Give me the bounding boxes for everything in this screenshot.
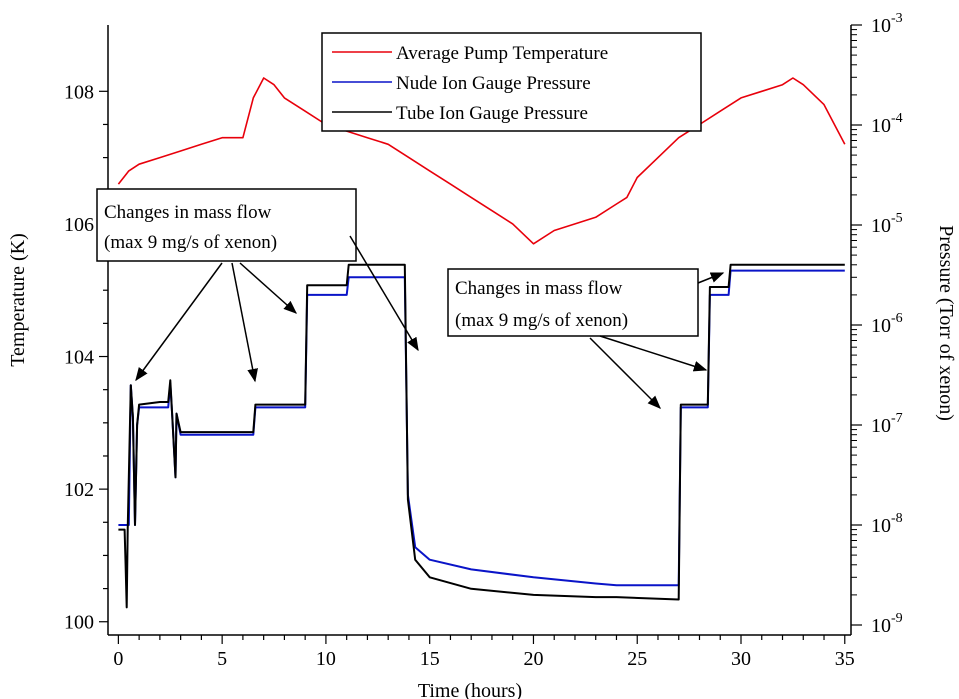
y-left-tick-label: 100 — [64, 612, 94, 634]
y-right-tick-label: 10-4 — [871, 111, 903, 137]
legend-label-tube-gauge: Tube Ion Gauge Pressure — [396, 103, 588, 124]
arrow-left-2 — [231, 262, 258, 383]
legend-label-temperature: Average Pump Temperature — [396, 43, 608, 64]
series-line-average-pump-temperature — [117, 77, 846, 245]
right-y-axis-title: Pressure (Torr of xenon) — [935, 225, 957, 421]
y-right-tick-label: 10-5 — [871, 211, 903, 237]
y-right-tick-label: 10-9 — [871, 611, 903, 637]
annotation-right-line-2: (max 9 mg/s of xenon) — [455, 310, 628, 331]
y-left-tick-label: 104 — [64, 347, 94, 369]
annotation-left-line-1: Changes in mass flow — [104, 202, 272, 223]
arrow-left-3 — [239, 262, 298, 314]
y-right-tick-label: 10-3 — [871, 11, 903, 37]
y-left-tick-label: 106 — [64, 214, 94, 236]
annotation-mass-flow-right: Changes in mass flow (max 9 mg/s of xeno… — [447, 268, 725, 409]
y-right-tick-label: 10-8 — [871, 511, 903, 537]
x-tick-label: 15 — [420, 648, 440, 670]
y-right-tick-label: 10-7 — [871, 411, 903, 437]
x-tick-label: 35 — [835, 648, 855, 670]
x-tick-label: 0 — [113, 648, 123, 670]
x-tick-label: 5 — [217, 648, 227, 670]
x-tick-label: 20 — [523, 648, 543, 670]
arrow-right-3 — [697, 272, 725, 284]
legend-label-nude-gauge: Nude Ion Gauge Pressure — [396, 73, 591, 94]
left-y-axis-title: Temperature (K) — [7, 233, 29, 367]
arrow-left-4 — [349, 235, 419, 352]
arrow-right-1 — [589, 337, 661, 409]
y-right-tick-label: 10-6 — [871, 311, 903, 337]
x-axis-title: Time (hours) — [418, 680, 522, 699]
arrow-right-2 — [599, 335, 708, 372]
annotation-box-left — [96, 188, 357, 262]
y-left-tick-label: 102 — [64, 479, 94, 501]
annotation-mass-flow-left: Changes in mass flow (max 9 mg/s of xeno… — [96, 188, 419, 383]
legend: Average Pump Temperature Nude Ion Gauge … — [321, 32, 702, 132]
arrow-left-1 — [135, 262, 223, 382]
annotation-right-line-1: Changes in mass flow — [455, 278, 623, 299]
ticks-layer: 0 5 10 15 20 25 30 35 100 102 104 106 108 10-9 10-8 10-… — [64, 11, 903, 670]
series-line-tube-ion-gauge-pressure — [118, 263, 845, 609]
y-left-tick-label: 108 — [64, 81, 94, 103]
x-tick-label: 25 — [627, 648, 647, 670]
x-tick-label: 30 — [731, 648, 751, 670]
series-layer — [117, 77, 846, 609]
x-tick-label: 10 — [316, 648, 336, 670]
annotation-box-right — [447, 268, 699, 337]
annotation-left-line-2: (max 9 mg/s of xenon) — [104, 232, 277, 253]
